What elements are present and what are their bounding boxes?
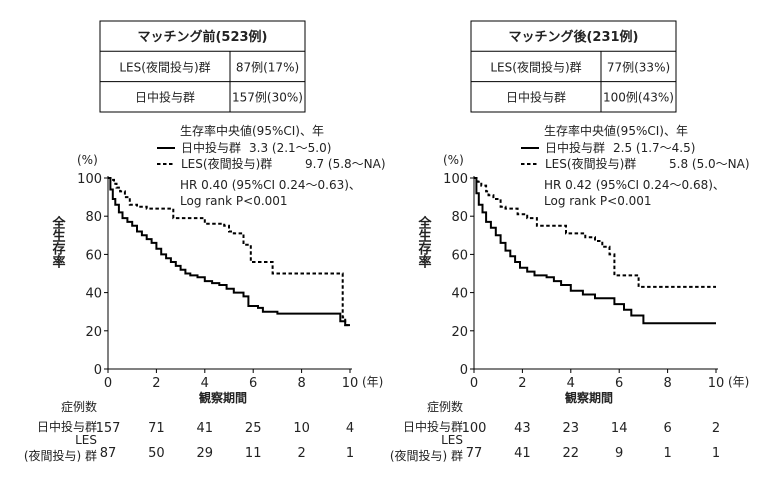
risk-count: 100	[462, 421, 487, 436]
x-tick-label: 10	[708, 376, 725, 391]
risk-count: 4	[346, 421, 354, 436]
risk-count: 9	[615, 446, 623, 461]
risk-count: 50	[148, 446, 165, 461]
x-axis-unit: (年)	[362, 375, 383, 389]
risk-count: 43	[514, 421, 531, 436]
y-tick-label: 20	[85, 325, 102, 340]
x-axis-title: 観察期間	[199, 390, 247, 405]
y-tick-label: 60	[451, 248, 468, 263]
y-tick-label: 100	[77, 172, 102, 187]
summary-table-frame	[470, 20, 677, 113]
risk-count: 23	[563, 421, 580, 436]
risk-row-label: 日中投与群	[403, 419, 463, 434]
risk-row-label: 日中投与群	[37, 419, 97, 434]
series-line-daytime	[108, 177, 350, 327]
risk-row-label: LES	[441, 433, 463, 447]
risk-count: 1	[346, 446, 354, 461]
summary-table-label: 日中投与群	[506, 90, 566, 105]
legend-median: 9.7 (5.8～NA)	[305, 157, 386, 171]
x-tick-label: 0	[104, 376, 112, 391]
risk-count: 14	[611, 421, 628, 436]
x-tick-label: 2	[152, 376, 160, 391]
risk-count: 29	[197, 446, 214, 461]
risk-count: 71	[148, 421, 165, 436]
x-tick-label: 4	[201, 376, 209, 391]
y-tick-label: 80	[85, 210, 102, 225]
risk-count: 2	[297, 446, 305, 461]
legend-label: 日中投与群	[545, 140, 605, 155]
y-tick-label: 80	[451, 210, 468, 225]
stats-annotation: Log rank P<0.001	[180, 194, 288, 208]
legend-label: 日中投与群	[181, 140, 241, 155]
y-axis-unit: (%)	[443, 153, 464, 167]
summary-table-frame	[99, 20, 306, 113]
risk-count: 1	[712, 446, 720, 461]
legend-label: LES(夜間投与)群	[181, 156, 272, 171]
legend-title: 生存率中央値(95%CI)、年	[544, 123, 688, 138]
risk-count: 41	[514, 446, 531, 461]
series-line-les	[108, 177, 350, 327]
x-tick-label: 0	[470, 376, 478, 391]
y-tick-label: 40	[451, 287, 468, 302]
summary-table-value: 157例(30%)	[232, 91, 303, 105]
y-axis-title: 全生存率	[416, 215, 433, 269]
legend-title: 生存率中央値(95%CI)、年	[180, 123, 324, 138]
risk-count: 1	[663, 446, 671, 461]
summary-table-title: マッチング後(231例)	[508, 29, 638, 45]
legend-median: 5.8 (5.0～NA)	[669, 157, 750, 171]
risk-count: 25	[245, 421, 262, 436]
risk-count: 6	[663, 421, 671, 436]
risk-count: 157	[96, 421, 121, 436]
km-panel-1: マッチング前(523例) LES(夜間投与)群 87例(17%) 日中投与群 157例(…	[24, 20, 386, 463]
y-tick-label: 40	[85, 287, 102, 302]
y-axis-unit: (%)	[77, 153, 98, 167]
x-tick-label: 6	[615, 376, 623, 391]
summary-table-value: 87例(17%)	[236, 60, 299, 74]
y-tick-label: 60	[85, 248, 102, 263]
x-tick-label: 8	[297, 376, 305, 391]
stats-annotation: HR 0.42 (95%CI 0.24～0.68)、	[544, 178, 725, 192]
x-axis-unit: (年)	[728, 375, 749, 389]
risk-count: 10	[293, 421, 310, 436]
risk-count: 87	[100, 446, 117, 461]
risk-row-label: (夜間投与) 群	[24, 448, 97, 463]
risk-row-label: (夜間投与) 群	[390, 448, 463, 463]
y-tick-label: 0	[460, 363, 468, 378]
stats-annotation: Log rank P<0.001	[544, 194, 652, 208]
series-line-daytime	[474, 177, 716, 325]
summary-table-value: 100例(43%)	[603, 91, 674, 105]
summary-table-value: 77例(33%)	[607, 60, 670, 74]
risk-count: 11	[245, 446, 262, 461]
legend-median: 2.5 (1.7～4.5)	[613, 141, 695, 155]
x-tick-label: 4	[567, 376, 575, 391]
summary-table-label: LES(夜間投与)群	[490, 59, 581, 74]
summary-table-title: マッチング前(523例)	[137, 29, 267, 45]
y-tick-label: 0	[94, 363, 102, 378]
y-axis-title: 全生存率	[50, 215, 67, 269]
risk-count: 77	[466, 446, 483, 461]
x-tick-label: 2	[518, 376, 526, 391]
risk-count: 41	[197, 421, 214, 436]
summary-table-label: LES(夜間投与)群	[119, 59, 210, 74]
legend-median: 3.3 (2.1～5.0)	[249, 141, 331, 155]
risk-table-header: 症例数	[61, 399, 97, 414]
stats-annotation: HR 0.40 (95%CI 0.24～0.63)、	[180, 178, 361, 192]
x-tick-label: 10	[342, 376, 359, 391]
y-tick-label: 20	[451, 325, 468, 340]
x-tick-label: 8	[663, 376, 671, 391]
risk-row-label: LES	[75, 433, 97, 447]
series-line-les	[474, 177, 716, 288]
risk-table-header: 症例数	[427, 399, 463, 414]
x-tick-label: 6	[249, 376, 257, 391]
summary-table-label: 日中投与群	[135, 90, 195, 105]
risk-count: 2	[712, 421, 720, 436]
y-tick-label: 100	[443, 172, 468, 187]
km-panel-2: マッチング後(231例) LES(夜間投与)群 77例(33%) 日中投与群 100例(…	[390, 20, 750, 463]
legend-label: LES(夜間投与)群	[545, 156, 636, 171]
x-axis-title: 観察期間	[565, 390, 613, 405]
risk-count: 22	[563, 446, 580, 461]
